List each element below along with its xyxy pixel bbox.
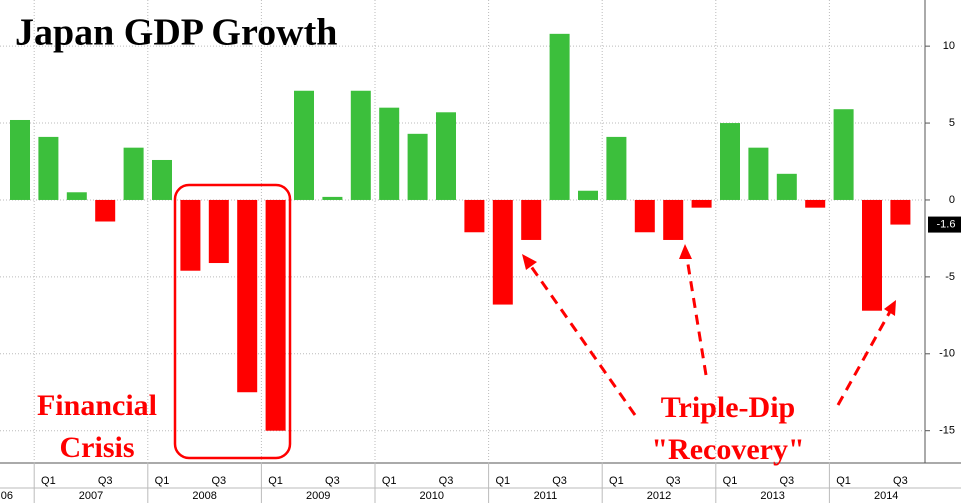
arrowhead xyxy=(884,300,896,316)
x-tick-label: Q3 xyxy=(893,475,908,487)
bar xyxy=(464,199,485,233)
bar xyxy=(208,199,229,264)
x-tick-label: Q3 xyxy=(666,475,681,487)
bar xyxy=(180,199,201,271)
year-label: 2010 xyxy=(420,490,444,502)
year-label: 2012 xyxy=(647,490,671,502)
year-label: 2009 xyxy=(306,490,330,502)
arrowhead xyxy=(522,254,537,270)
x-tick-label: Q3 xyxy=(98,475,113,487)
bar xyxy=(95,199,116,222)
annotation: "Recovery" xyxy=(651,433,804,466)
y-tick-label: -10 xyxy=(939,348,955,360)
bar xyxy=(720,123,740,200)
y-tick-label: 10 xyxy=(943,40,955,52)
bar xyxy=(407,133,428,200)
arrow xyxy=(684,251,708,376)
arrows xyxy=(526,251,894,416)
x-tick-label: Q3 xyxy=(211,475,226,487)
chart-title: Japan GDP Growth xyxy=(15,12,337,54)
arrow xyxy=(526,261,637,416)
x-tick-label: Q3 xyxy=(779,475,794,487)
annotation: Triple-Dip xyxy=(661,391,795,424)
bar xyxy=(634,199,655,233)
annotation: Financial xyxy=(37,389,157,422)
bar xyxy=(521,199,542,240)
x-tick-label: Q3 xyxy=(439,475,454,487)
x-tick-label: Q1 xyxy=(609,475,624,487)
annotation: Crisis xyxy=(60,431,135,464)
bar xyxy=(294,90,314,200)
year-label: 2013 xyxy=(760,490,784,502)
x-tick-label: Q3 xyxy=(325,475,340,487)
x-tick-label: Q1 xyxy=(495,475,510,487)
arrow xyxy=(836,307,894,406)
last-value-box xyxy=(928,216,961,233)
y-tick-label: 5 xyxy=(949,117,955,129)
bar xyxy=(833,109,854,200)
x-tick-label: Q1 xyxy=(41,475,56,487)
bar xyxy=(66,192,87,200)
bar xyxy=(578,190,598,200)
last-value-label: -1.6 xyxy=(937,218,956,230)
bars xyxy=(10,33,911,431)
bar xyxy=(322,196,343,200)
x-tick-label: Q1 xyxy=(382,475,397,487)
year-label: 2007 xyxy=(79,490,103,502)
x-tick-label: Q1 xyxy=(723,475,738,487)
bar xyxy=(862,199,882,311)
x-tick-label: Q1 xyxy=(155,475,170,487)
y-tick-label: -5 xyxy=(945,271,955,283)
y-tick-label: -15 xyxy=(939,425,955,437)
bar xyxy=(10,119,30,200)
bar xyxy=(691,199,712,208)
bar xyxy=(265,199,286,431)
bar xyxy=(152,159,172,200)
bar xyxy=(379,107,400,200)
x-tick-label: Q1 xyxy=(836,475,851,487)
bar xyxy=(123,147,144,200)
bar xyxy=(748,147,769,200)
year-label: 2008 xyxy=(192,490,216,502)
x-tick-label: Q3 xyxy=(552,475,567,487)
bar xyxy=(776,173,797,200)
bar xyxy=(350,90,371,200)
bar xyxy=(492,199,513,305)
year-label: 06 xyxy=(1,490,13,502)
x-tick-label: Q1 xyxy=(268,475,283,487)
arrowheads xyxy=(522,244,896,316)
y-tick-label: 0 xyxy=(949,194,955,206)
bar xyxy=(549,33,570,200)
bar xyxy=(805,199,826,208)
arrowhead xyxy=(679,244,692,259)
bar xyxy=(237,199,258,393)
crisis-box xyxy=(173,183,292,460)
bar xyxy=(436,112,456,200)
bar xyxy=(890,199,911,225)
year-label: 2014 xyxy=(874,490,898,502)
bar xyxy=(38,136,59,200)
bar xyxy=(663,199,684,240)
year-label: 2011 xyxy=(534,490,558,502)
bar xyxy=(606,136,627,200)
